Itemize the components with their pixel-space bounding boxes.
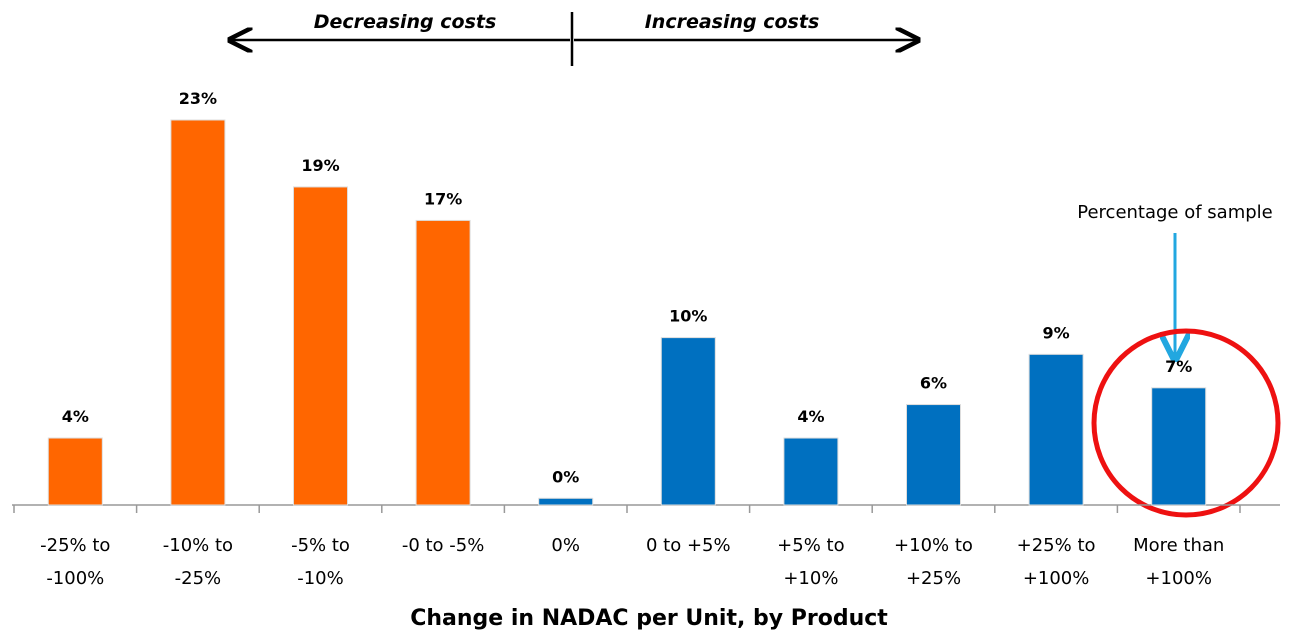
bar [1028,353,1084,506]
x-tick-label: 0% [551,535,580,556]
data-label: 9% [1043,323,1070,342]
x-tick-label: -25% to [40,535,110,556]
bar [660,337,716,506]
x-tick-label: -0 to -5% [402,535,485,556]
bar [906,404,961,506]
highlight-circle [1091,328,1281,518]
data-label: 6% [920,374,947,393]
bar [47,437,103,506]
x-tick-label: +100% [1023,568,1090,589]
data-label: 19% [301,156,339,175]
bar [783,437,839,506]
x-tick-label: -10% to [163,535,233,556]
data-label: 7% [1165,357,1192,376]
x-tick-label: +10% to [894,535,973,556]
x-tick-label: -25% [175,568,222,589]
annotation: Decreasing costs [314,11,497,33]
x-tick-label: +5% to [777,535,844,556]
data-label: 23% [179,89,217,108]
x-tick-label: +100% [1145,568,1212,589]
x-axis-title: Change in NADAC per Unit, by Product [410,606,888,631]
data-label: 17% [424,189,462,208]
x-tick-label: More than [1133,535,1224,556]
x-tick-label: +25% to [1017,535,1096,556]
bar [170,119,226,506]
x-tick-label: -10% [297,568,344,589]
x-tick-label: -100% [46,568,104,589]
bar [415,219,471,506]
annotation: Percentage of sample [1077,202,1273,223]
bar [538,497,594,506]
data-label: 4% [797,407,824,426]
data-label: 4% [62,407,89,426]
x-tick-label: -5% to [291,535,350,556]
data-label: 0% [552,467,579,486]
bar [293,186,348,506]
x-tick-label: +10% [783,568,838,589]
data-label: 10% [669,307,707,326]
annotation: Increasing costs [645,11,820,33]
bar [1151,387,1207,506]
x-tick-label: +25% [906,568,961,589]
x-tick-label: 0 to +5% [646,535,731,556]
